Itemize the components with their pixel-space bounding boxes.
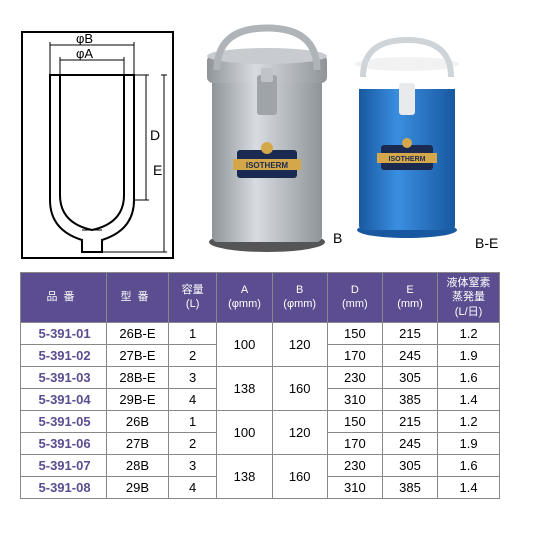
cell-pn: 5-391-08 — [21, 476, 107, 498]
cell-d: 230 — [327, 366, 382, 388]
cell-pn: 5-391-05 — [21, 410, 107, 432]
cell-e: 385 — [382, 388, 437, 410]
th-capacity: 容量(L) — [168, 273, 217, 323]
cell-cap: 4 — [168, 476, 217, 498]
cell-model: 26B-E — [107, 322, 169, 344]
flask-be-image: ISOTHERM — [345, 35, 470, 240]
cell-model: 27B — [107, 432, 169, 454]
product-images: ISOTHERM ISOTHERM — [185, 20, 520, 260]
th-evap: 液体窒素蒸発量(L/日) — [438, 273, 500, 323]
cell-model: 29B — [107, 476, 169, 498]
cell-cap: 3 — [168, 454, 217, 476]
cell-b: 120 — [272, 410, 327, 454]
cell-cap: 3 — [168, 366, 217, 388]
cell-d: 150 — [327, 410, 382, 432]
svg-text:ISOTHERM: ISOTHERM — [389, 156, 426, 163]
cell-ev: 1.4 — [438, 476, 500, 498]
phi-b-label: φB — [76, 31, 93, 46]
cell-pn: 5-391-07 — [21, 454, 107, 476]
cell-model: 27B-E — [107, 344, 169, 366]
cell-d: 170 — [327, 432, 382, 454]
cell-ev: 1.2 — [438, 322, 500, 344]
cell-ev: 1.9 — [438, 432, 500, 454]
cell-d: 310 — [327, 476, 382, 498]
cell-ev: 1.9 — [438, 344, 500, 366]
d-label: D — [150, 127, 160, 143]
cell-model: 26B — [107, 410, 169, 432]
th-a: A(φmm) — [217, 273, 272, 323]
cell-e: 245 — [382, 432, 437, 454]
cell-e: 245 — [382, 344, 437, 366]
cell-e: 305 — [382, 454, 437, 476]
cell-d: 310 — [327, 388, 382, 410]
th-e: E(mm) — [382, 273, 437, 323]
cell-model: 28B-E — [107, 366, 169, 388]
cell-d: 150 — [327, 322, 382, 344]
cell-ev: 1.4 — [438, 388, 500, 410]
cell-cap: 1 — [168, 322, 217, 344]
dimension-diagram: φB φA D E — [20, 30, 175, 260]
cell-pn: 5-391-04 — [21, 388, 107, 410]
cell-e: 305 — [382, 366, 437, 388]
cell-ev: 1.2 — [438, 410, 500, 432]
cell-b: 160 — [272, 366, 327, 410]
cell-pn: 5-391-03 — [21, 366, 107, 388]
cell-b: 120 — [272, 322, 327, 366]
e-label: E — [153, 162, 162, 178]
cell-b: 160 — [272, 454, 327, 498]
cell-pn: 5-391-06 — [21, 432, 107, 454]
table-row: 5-391-0328B-E31381602303051.6 — [21, 366, 500, 388]
table-row: 5-391-0526B11001201502151.2 — [21, 410, 500, 432]
flask-b-image: ISOTHERM — [195, 20, 340, 255]
cell-cap: 2 — [168, 344, 217, 366]
th-b: B(φmm) — [272, 273, 327, 323]
table-row: 5-391-0728B31381602303051.6 — [21, 454, 500, 476]
spec-table: 品番 型番 容量(L) A(φmm) B(φmm) D(mm) E(mm) 液体… — [20, 272, 500, 499]
th-d: D(mm) — [327, 273, 382, 323]
svg-text:ISOTHERM: ISOTHERM — [246, 161, 289, 170]
cell-a: 100 — [217, 410, 272, 454]
cell-d: 230 — [327, 454, 382, 476]
cell-cap: 1 — [168, 410, 217, 432]
cell-ev: 1.6 — [438, 366, 500, 388]
label-be: B-E — [475, 235, 498, 251]
cell-d: 170 — [327, 344, 382, 366]
cell-ev: 1.6 — [438, 454, 500, 476]
cell-e: 215 — [382, 322, 437, 344]
cell-model: 29B-E — [107, 388, 169, 410]
cell-model: 28B — [107, 454, 169, 476]
phi-a-label: φA — [76, 46, 93, 61]
th-pn: 品番 — [21, 273, 107, 323]
cell-e: 215 — [382, 410, 437, 432]
cell-e: 385 — [382, 476, 437, 498]
cell-cap: 4 — [168, 388, 217, 410]
cell-a: 100 — [217, 322, 272, 366]
table-row: 5-391-0126B-E11001201502151.2 — [21, 322, 500, 344]
th-model: 型番 — [107, 273, 169, 323]
cell-pn: 5-391-02 — [21, 344, 107, 366]
cell-a: 138 — [217, 366, 272, 410]
cell-cap: 2 — [168, 432, 217, 454]
label-b: B — [333, 230, 342, 246]
cell-a: 138 — [217, 454, 272, 498]
cell-pn: 5-391-01 — [21, 322, 107, 344]
